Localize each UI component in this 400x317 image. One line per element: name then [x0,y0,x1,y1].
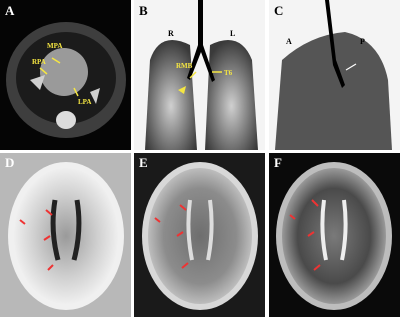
mediastinum [40,48,88,96]
panel-d: D [0,153,131,317]
arrow [73,87,79,97]
arrows [289,199,321,271]
lung-left [205,40,258,150]
panel-letter: A [5,3,15,18]
lung-right [145,40,197,150]
vessels [30,75,100,104]
label: L [230,29,235,38]
label: R [168,29,174,38]
panel-c: A P C [269,0,400,150]
label: RPA [32,58,46,66]
label: RMB [176,62,193,70]
panel-letter: B [139,3,148,18]
brain [14,168,118,304]
brain [282,168,386,304]
label: P [360,37,365,46]
ventricles [186,199,214,261]
label: LPA [78,98,91,106]
label: T6 [224,69,233,77]
arrow [39,67,48,75]
brain [148,168,252,304]
ventricles [320,199,348,261]
vertebra [56,111,76,129]
lung [275,32,392,150]
panel-a: MPA RPA LPA A [0,0,131,150]
bronchus [325,0,345,88]
ventricles [50,199,82,261]
label: A [286,37,292,46]
arrowhead [178,86,186,94]
trachea [187,0,215,82]
arrow [189,71,197,79]
arrows [154,204,189,269]
panel-e: E [134,153,265,317]
arrows [19,209,54,271]
panel-letter: F [274,155,282,170]
panel-f: F [269,153,400,317]
panel-letter: C [274,3,283,18]
label: MPA [47,42,62,50]
arrow [51,57,61,64]
panel-letter: E [139,155,148,170]
arrow [345,63,357,71]
panel-b: R L RMB T6 B [134,0,265,150]
panel-letter: D [5,155,14,170]
